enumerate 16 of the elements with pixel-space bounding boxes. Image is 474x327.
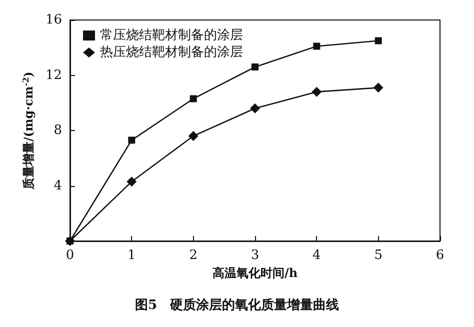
legend-label: 热压烧结靶材制备的涂层 bbox=[100, 45, 243, 60]
y-tick-label: 12 bbox=[45, 68, 62, 83]
x-tick-label: 1 bbox=[128, 248, 136, 263]
x-tick-label: 3 bbox=[250, 248, 260, 263]
text: 图5 硬质涂层的氧化质量增量曲线 bbox=[134, 297, 340, 313]
y-axis-title: 质量增量/(mg·cm-2) bbox=[20, 72, 36, 190]
x-tick-label: 2 bbox=[189, 248, 198, 263]
y-tick-label: 8 bbox=[54, 123, 62, 138]
x-axis-title: 高温氧化时间/h bbox=[212, 266, 298, 280]
x-tick-label: 0 bbox=[66, 248, 74, 263]
x-tick-label: 5 bbox=[374, 248, 382, 263]
legend-label: 常压烧结靶材制备的涂层 bbox=[100, 28, 243, 43]
y-tick-label: 4 bbox=[54, 178, 62, 194]
y-tick-label: 16 bbox=[45, 12, 62, 28]
x-tick-label: 4 bbox=[312, 248, 321, 263]
x-tick-label: 6 bbox=[436, 248, 444, 263]
